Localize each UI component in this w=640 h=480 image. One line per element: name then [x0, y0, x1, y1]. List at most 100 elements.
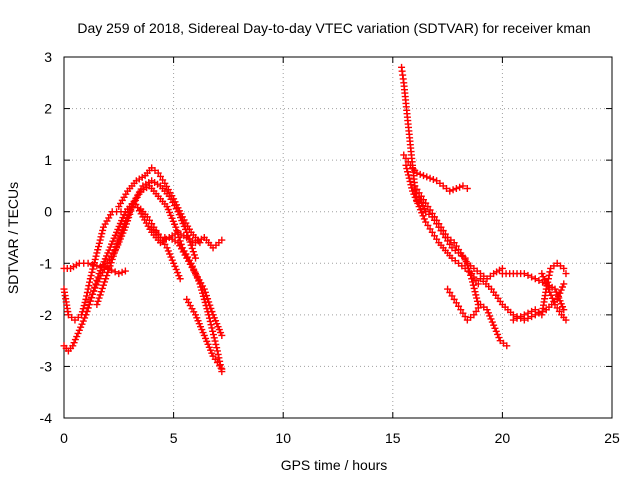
- data-point-interp: [204, 308, 212, 316]
- data-point-interp: [472, 291, 480, 299]
- data-point-interp: [466, 268, 474, 276]
- series-track-b-10: [538, 270, 570, 324]
- data-point-interp: [105, 265, 113, 273]
- data-point-interp: [471, 288, 479, 296]
- data-point: [426, 174, 434, 182]
- data-point: [413, 169, 421, 177]
- data-point-interp: [410, 190, 418, 198]
- data-point: [176, 275, 184, 283]
- data-point-interp: [188, 244, 196, 252]
- series-track-b-1: [398, 63, 421, 205]
- data-point-interp: [99, 226, 107, 234]
- series-track-a-9: [183, 295, 226, 373]
- data-point-interp: [199, 292, 207, 300]
- data-point-interp: [87, 294, 95, 302]
- data-point-interp: [177, 240, 185, 248]
- data-point-interp: [544, 275, 552, 283]
- data-point: [218, 365, 226, 373]
- data-point-interp: [91, 283, 99, 291]
- data-point: [509, 316, 517, 324]
- data-point-interp: [546, 288, 554, 296]
- data-point-interp: [546, 268, 554, 276]
- data-point-interp: [190, 251, 198, 259]
- data-point-interp: [176, 237, 184, 245]
- data-point: [459, 182, 467, 190]
- data-point-interp: [517, 313, 525, 321]
- data-point-interp: [469, 281, 477, 289]
- data-point-interp: [167, 253, 175, 261]
- data-point-interp: [407, 181, 415, 189]
- data-point: [560, 264, 568, 272]
- data-point: [102, 275, 110, 283]
- x-tick-label: 15: [385, 430, 401, 446]
- data-point-interp: [540, 276, 548, 284]
- data-point-interp: [84, 304, 92, 312]
- data-point-interp: [524, 271, 532, 279]
- data-point-interp: [528, 273, 536, 281]
- data-point: [461, 254, 469, 262]
- data-point-interp: [89, 265, 97, 273]
- data-point-interp: [94, 273, 102, 281]
- data-point-interp: [470, 284, 478, 292]
- data-point-interp: [116, 233, 124, 241]
- data-point-interp: [488, 318, 496, 326]
- data-point-interp: [412, 196, 420, 204]
- data-point-interp: [166, 250, 174, 258]
- data-point-interp: [423, 173, 431, 181]
- data-point-interp: [175, 272, 183, 280]
- data-point: [415, 192, 423, 200]
- data-point: [115, 270, 123, 278]
- data-point: [560, 306, 568, 314]
- data-point-interp: [85, 301, 93, 309]
- data-point: [110, 249, 118, 257]
- data-point-interp: [74, 329, 82, 337]
- y-tick-label: 0: [44, 204, 52, 220]
- data-point-interp: [202, 292, 210, 300]
- data-point-interp: [79, 317, 87, 325]
- data-point-interp: [214, 350, 222, 358]
- data-point: [82, 311, 90, 319]
- data-point-interp: [90, 262, 98, 270]
- data-point-interp: [117, 230, 125, 238]
- data-point-interp: [411, 193, 419, 201]
- data-point-interp: [83, 307, 91, 315]
- data-point: [196, 280, 204, 288]
- chart-title: Day 259 of 2018, Sidereal Day-to-day VTE…: [77, 20, 590, 36]
- data-point-interp: [420, 205, 428, 213]
- data-point-interp: [404, 171, 412, 179]
- data-point-interp: [207, 321, 215, 329]
- data-point-interp: [416, 195, 424, 203]
- series-track-b-3: [402, 161, 482, 288]
- data-point: [562, 270, 570, 278]
- data-point: [205, 311, 213, 319]
- data-point-interp: [92, 252, 100, 260]
- data-point-interp: [492, 327, 500, 335]
- data-point-interp: [90, 287, 98, 295]
- data-point-interp: [95, 294, 103, 302]
- data-point: [402, 161, 410, 169]
- data-point-interp: [205, 314, 213, 322]
- data-point: [69, 342, 77, 350]
- data-point-interp: [114, 239, 122, 247]
- data-point-interp: [164, 247, 172, 255]
- data-point-interp: [97, 288, 105, 296]
- data-point-interp: [88, 268, 96, 276]
- data-point-interp: [209, 331, 217, 339]
- data-point: [490, 321, 498, 329]
- data-point-interp: [97, 233, 105, 241]
- data-point-interp: [80, 302, 88, 310]
- data-point-interp: [557, 286, 565, 294]
- data-point: [213, 347, 221, 355]
- data-point-interp: [112, 246, 120, 254]
- data-point: [192, 254, 200, 262]
- data-point-interp: [419, 212, 427, 220]
- data-point-interp: [201, 298, 209, 306]
- data-point-interp: [99, 281, 107, 289]
- data-point: [415, 203, 423, 211]
- data-point-interp: [484, 309, 492, 317]
- data-point-interp: [118, 268, 126, 276]
- x-axis-label: GPS time / hours: [281, 457, 388, 473]
- data-point: [86, 275, 94, 283]
- data-point-interp: [95, 239, 103, 247]
